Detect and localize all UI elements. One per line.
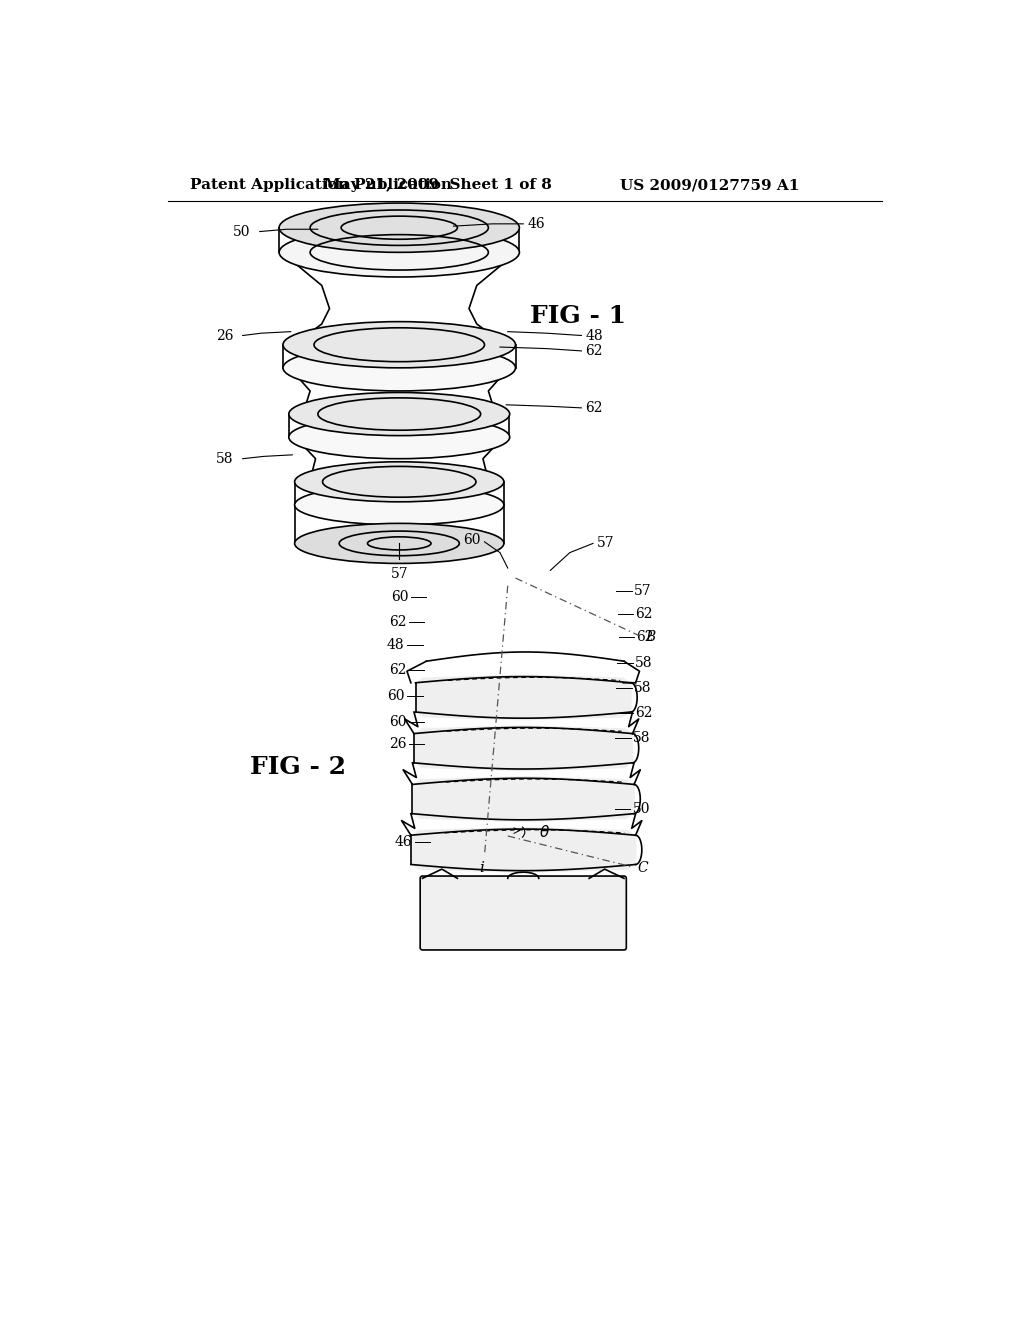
Text: US 2009/0127759 A1: US 2009/0127759 A1	[620, 178, 799, 193]
Text: 60: 60	[387, 689, 404, 702]
Text: 60: 60	[389, 715, 407, 729]
Ellipse shape	[280, 227, 519, 277]
Text: FIG - 2: FIG - 2	[251, 755, 346, 779]
Text: Patent Application Publication: Patent Application Publication	[190, 178, 452, 193]
Text: 57: 57	[597, 536, 614, 550]
Text: 26: 26	[389, 737, 407, 751]
Text: FIG - 1: FIG - 1	[529, 304, 626, 329]
Text: 57: 57	[634, 585, 651, 598]
Ellipse shape	[283, 322, 515, 368]
Polygon shape	[416, 675, 631, 719]
Text: 57: 57	[390, 566, 408, 581]
Text: 50: 50	[232, 224, 251, 239]
Text: 62: 62	[586, 401, 603, 414]
Text: 46: 46	[395, 836, 413, 849]
Text: 58: 58	[634, 681, 651, 696]
Ellipse shape	[289, 392, 510, 436]
Text: 48: 48	[387, 638, 404, 652]
Ellipse shape	[283, 345, 515, 391]
Ellipse shape	[295, 484, 504, 525]
Text: 46: 46	[527, 216, 545, 231]
Text: May 21, 2009  Sheet 1 of 8: May 21, 2009 Sheet 1 of 8	[324, 178, 552, 193]
Text: 58: 58	[216, 451, 233, 466]
Text: $\theta$: $\theta$	[539, 824, 550, 840]
Text: 58: 58	[635, 656, 652, 669]
Text: 62: 62	[389, 664, 407, 677]
Text: 62: 62	[636, 631, 654, 644]
Text: 50: 50	[633, 803, 650, 816]
Text: 62: 62	[389, 615, 407, 628]
Ellipse shape	[295, 524, 504, 564]
Ellipse shape	[295, 462, 504, 502]
Text: 62: 62	[635, 706, 652, 719]
Text: 60: 60	[391, 590, 409, 605]
Text: 58: 58	[633, 731, 651, 746]
Text: i: i	[479, 861, 483, 875]
Text: B: B	[646, 631, 656, 644]
Text: 62: 62	[636, 607, 653, 622]
Text: 62: 62	[586, 345, 603, 358]
Polygon shape	[411, 828, 636, 873]
Polygon shape	[413, 776, 634, 821]
Ellipse shape	[280, 203, 519, 252]
FancyBboxPatch shape	[420, 876, 627, 950]
Text: C: C	[638, 862, 648, 875]
Ellipse shape	[289, 416, 510, 459]
Text: 26: 26	[216, 329, 233, 342]
Polygon shape	[414, 726, 633, 771]
Text: 48: 48	[586, 329, 603, 342]
Text: 60: 60	[463, 532, 480, 546]
